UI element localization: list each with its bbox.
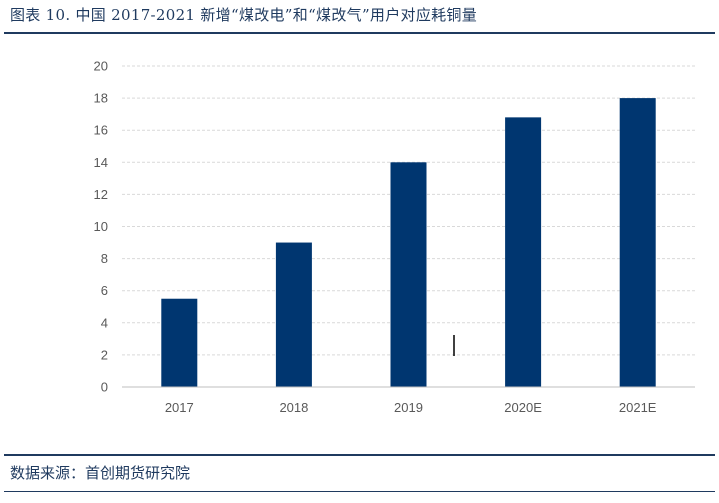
y-tick-label: 20 (94, 59, 108, 74)
y-tick-label: 16 (94, 123, 108, 138)
y-tick-label: 10 (94, 219, 108, 234)
top-rule (4, 32, 715, 34)
figure-title: 图表 10. 中国 2017-2021 新增“煤改电”和“煤改气”用户对应耗铜量 (10, 6, 478, 24)
bars (161, 98, 656, 388)
x-tick-label: 2020E (504, 400, 542, 415)
x-axis-tick-labels: 2017 2018 2019 2020E 2021E (165, 400, 657, 415)
y-tick-label: 6 (101, 283, 108, 298)
y-tick-label: 8 (101, 251, 108, 266)
y-tick-label: 2 (101, 347, 108, 362)
bar-2021E (619, 98, 656, 387)
y-axis-tick-labels: 0 2 4 6 8 10 12 14 16 18 20 (94, 59, 108, 395)
x-tick-label: 2018 (279, 400, 308, 415)
bar-2018 (275, 242, 312, 387)
bar-chart: 0 2 4 6 8 10 12 14 16 18 20 2017 2018 2019 2020E 2021E (94, 59, 695, 415)
x-tick-label: 2021E (619, 400, 657, 415)
x-tick-label: 2017 (165, 400, 194, 415)
bar-2017 (161, 298, 198, 387)
bar-2020E (505, 117, 542, 388)
y-tick-label: 12 (94, 187, 108, 202)
y-tick-label: 18 (94, 91, 108, 106)
x-tick-label: 2019 (394, 400, 423, 415)
y-tick-label: 4 (101, 315, 108, 330)
y-tick-label: 0 (101, 380, 108, 395)
bar-2019 (390, 162, 427, 387)
bottom-rule (4, 454, 715, 456)
source-note: 数据来源：首创期货研究院 (10, 464, 191, 482)
end-rule (4, 491, 715, 492)
y-tick-label: 14 (94, 155, 108, 170)
